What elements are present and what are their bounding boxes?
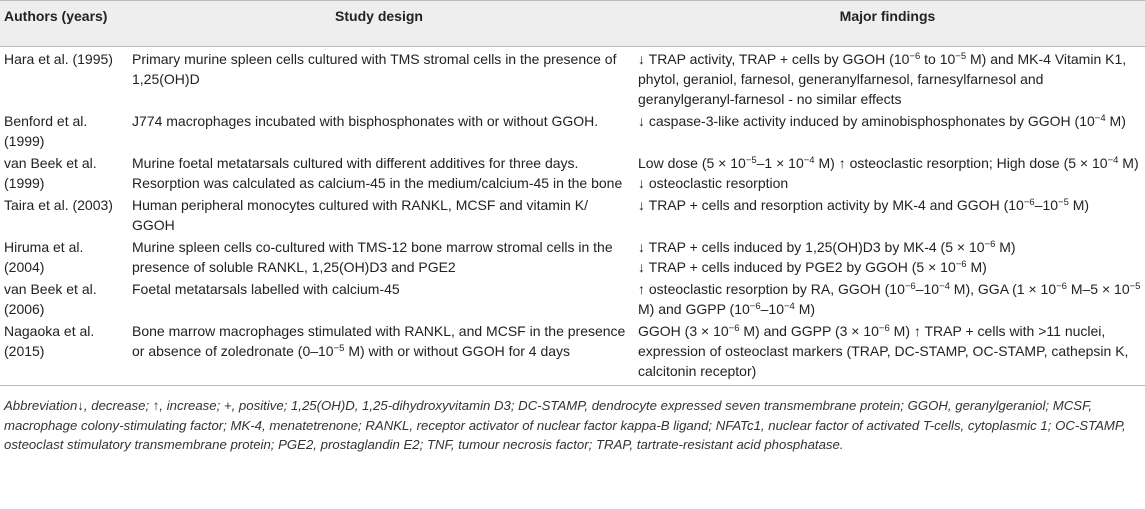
- cell-major-findings: Low dose (5 × 10−5–1 × 10−4 M) ↑ osteocl…: [638, 155, 1139, 191]
- cell-authors: van Beek et al. (1999): [4, 155, 97, 191]
- cell-major-findings: ↓ caspase-3-like activity induced by ami…: [638, 113, 1126, 129]
- cell-authors: van Beek et al. (2006): [4, 281, 97, 317]
- table-footnote: Abbreviation↓, decrease; ↑, increase; +,…: [4, 398, 1126, 452]
- table-row: Taira et al. (2003) Human peripheral mono…: [0, 194, 1145, 236]
- cell-authors: Nagaoka et al. (2015): [0, 320, 128, 386]
- table-row: van Beek et al. (2006) Foetal metatarsals…: [0, 278, 1145, 320]
- header-authors: Authors (years): [0, 0, 128, 47]
- table-row: Benford et al. (1999) J774 macrophages in…: [0, 110, 1145, 152]
- cell-study-design: Murine foetal metatarsals cultured with …: [132, 155, 623, 191]
- cell-study-design: Murine spleen cells co-cultured with TMS…: [132, 239, 613, 275]
- table-row: Nagaoka et al. (2015) Bone marrow macroph…: [0, 320, 1145, 386]
- cell-major-findings: GGOH (3 × 10−6 M) and GGPP (3 × 10−6 M) …: [630, 320, 1145, 386]
- header-study-design: Study design: [128, 0, 630, 47]
- cell-authors: Hiruma et al. (2004): [4, 239, 84, 275]
- study-table-container: Authors (years) Study design Major findi…: [0, 0, 1145, 452]
- cell-study-design: Bone marrow macrophages stimulated with …: [128, 320, 630, 386]
- cell-major-findings: ↓ TRAP activity, TRAP + cells by GGOH (1…: [638, 51, 1127, 107]
- studies-table: Authors (years) Study design Major findi…: [0, 0, 1145, 386]
- cell-major-findings: ↑ osteoclastic resorption by RA, GGOH (1…: [638, 281, 1141, 317]
- cell-study-design: Human peripheral monocytes cultured with…: [132, 197, 588, 233]
- table-body: Hara et al. (1995) Primary murine spleen …: [0, 47, 1145, 386]
- cell-study-design: J774 macrophages incubated with bisphosp…: [132, 113, 599, 129]
- cell-major-findings: ↓ TRAP + cells induced by 1,25(OH)D3 by …: [638, 239, 1016, 275]
- table-row: Hiruma et al. (2004) Murine spleen cells …: [0, 236, 1145, 278]
- table-header: Authors (years) Study design Major findi…: [0, 0, 1145, 47]
- table-row: Hara et al. (1995) Primary murine spleen …: [0, 47, 1145, 111]
- cell-major-findings: ↓ TRAP + cells and resorption activity b…: [638, 197, 1090, 213]
- cell-study-design: Primary murine spleen cells cultured wit…: [132, 51, 617, 87]
- header-major-findings: Major findings: [630, 0, 1145, 47]
- table-row: van Beek et al. (1999) Murine foetal meta…: [0, 152, 1145, 194]
- cell-authors: Hara et al. (1995): [4, 51, 113, 67]
- cell-authors: Taira et al. (2003): [4, 197, 113, 213]
- cell-authors: Benford et al. (1999): [4, 113, 88, 149]
- cell-study-design: Foetal metatarsals labelled with calcium…: [132, 281, 400, 297]
- header-row: Authors (years) Study design Major findi…: [0, 0, 1145, 47]
